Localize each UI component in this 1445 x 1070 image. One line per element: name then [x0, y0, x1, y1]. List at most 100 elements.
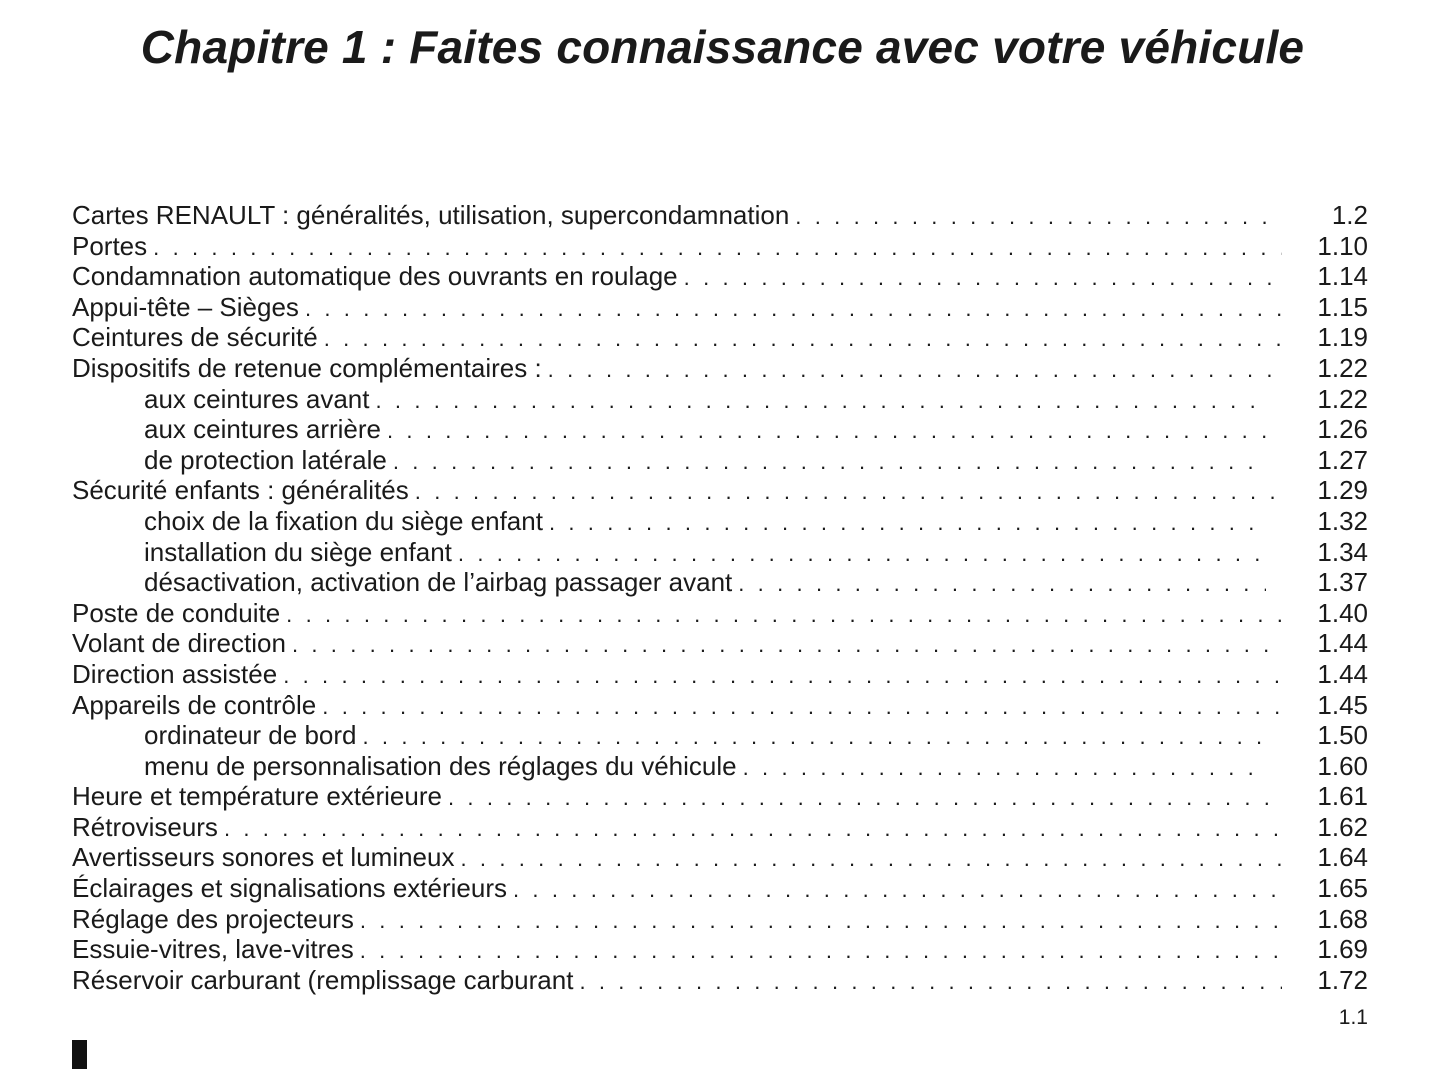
toc-entry-label: Portes [72, 230, 148, 261]
toc-entry-label: Cartes RENAULT : généralités, utilisatio… [72, 200, 790, 230]
toc-entry[interactable]: aux ceintures avant 1.22 [72, 384, 1368, 415]
toc-entry-page: 1.68 [1317, 903, 1368, 934]
dot-leader [387, 416, 1266, 447]
toc-entry-label: choix de la fixation du siège enfant [144, 505, 543, 536]
toc-entry-label: Réglage des projecteurs [72, 903, 354, 934]
dot-leader [415, 477, 1282, 508]
dot-leader [324, 324, 1282, 355]
toc-entry[interactable]: choix de la fixation du siège enfant 1.32 [72, 506, 1368, 537]
toc-entry-label: installation du siège enfant [144, 536, 452, 567]
toc-entry[interactable]: Appareils de contrôle 1.45 [72, 690, 1368, 721]
toc-entry-page: 1.19 [1317, 322, 1368, 353]
toc-entry-label: Condamnation automatique des ouvrants en… [72, 261, 678, 292]
dot-leader [362, 722, 1266, 753]
toc-entry[interactable]: menu de personnalisation des réglages du… [72, 751, 1368, 782]
toc-entry-page: 1.50 [1317, 720, 1368, 751]
chapter-title: Chapitre 1 : Faites connaissance avec vo… [140, 21, 1305, 73]
dot-leader [292, 630, 1282, 661]
toc-entry-label: de protection latérale [144, 444, 387, 475]
toc-entry[interactable]: Appui-tête – Sièges 1.15 [72, 292, 1368, 323]
toc-entry[interactable]: désactivation, activation de l’airbag pa… [72, 567, 1368, 598]
dot-leader [579, 967, 1282, 998]
toc-entry-page: 1.62 [1317, 811, 1368, 842]
toc-entry-page: 1.22 [1317, 352, 1368, 383]
dot-leader [548, 355, 1282, 386]
toc-entry[interactable]: Sécurité enfants : généralités 1.29 [72, 475, 1368, 506]
toc-entry-page: 1.45 [1317, 689, 1368, 720]
toc-entry[interactable]: Dispositifs de retenue complémentaires :… [72, 353, 1368, 384]
toc-entry[interactable]: Poste de conduite 1.40 [72, 598, 1368, 629]
toc-entry[interactable]: aux ceintures arrière 1.26 [72, 414, 1368, 445]
toc-entry[interactable]: Éclairages et signalisations extérieurs 1… [72, 873, 1368, 904]
toc-entry-label: Poste de conduite [72, 597, 281, 628]
dot-leader [393, 447, 1266, 478]
toc-entry-label: Heure et température extérieure [72, 781, 442, 812]
toc-entry-label: aux ceintures arrière [144, 414, 381, 445]
toc-entry-label: Éclairages et signalisations extérieurs [72, 873, 507, 904]
dot-leader [513, 875, 1282, 906]
toc-entry[interactable]: Rétroviseurs 1.62 [72, 812, 1368, 843]
dot-leader [684, 263, 1282, 294]
toc-entry-page: 1.2 [1331, 200, 1368, 230]
toc-entry[interactable]: ordinateur de bord 1.50 [72, 720, 1368, 751]
toc-entry[interactable]: Condamnation automatique des ouvrants en… [72, 261, 1368, 292]
dot-leader [360, 906, 1282, 937]
toc-entry-page: 1.40 [1317, 597, 1368, 628]
toc-entry-label: Réservoir carburant (remplissage carbura… [72, 964, 574, 995]
toc-entry-label: Sécurité enfants : généralités [72, 475, 409, 506]
toc-entry[interactable]: Réservoir carburant (remplissage carbura… [72, 965, 1368, 996]
toc-entry-page: 1.32 [1317, 505, 1368, 536]
toc-entry[interactable]: Cartes RENAULT : généralités, utilisatio… [72, 200, 1368, 231]
toc-entry-label: ordinateur de bord [144, 720, 357, 751]
dot-leader [795, 202, 1282, 233]
dot-leader [283, 661, 1282, 692]
table-of-contents: Cartes RENAULT : généralités, utilisatio… [72, 200, 1368, 995]
toc-entry-page: 1.26 [1317, 414, 1368, 445]
toc-entry-label: Essuie-vitres, lave-vitres [72, 934, 354, 965]
toc-entry[interactable]: Portes 1.10 [72, 231, 1368, 262]
toc-entry-label: Ceintures de sécurité [72, 322, 318, 353]
toc-entry[interactable]: Ceintures de sécurité 1.19 [72, 322, 1368, 353]
toc-entry[interactable]: de protection latérale 1.27 [72, 445, 1368, 476]
toc-entry-page: 1.64 [1317, 842, 1368, 873]
toc-entry-label: aux ceintures avant [144, 383, 370, 414]
dot-leader [549, 508, 1266, 539]
toc-entry-page: 1.37 [1317, 567, 1368, 598]
dot-leader [286, 600, 1282, 631]
toc-entry-label: désactivation, activation de l’airbag pa… [144, 567, 733, 598]
toc-entry-label: Dispositifs de retenue complémentaires : [72, 352, 542, 383]
dot-leader [460, 844, 1282, 875]
toc-entry-label: menu de personnalisation des réglages du… [144, 750, 737, 781]
dot-leader [305, 294, 1282, 325]
toc-entry-label: Appui-tête – Sièges [72, 291, 299, 322]
toc-entry[interactable]: Avertisseurs sonores et lumineux 1.64 [72, 842, 1368, 873]
dot-leader [458, 539, 1266, 570]
toc-entry-label: Appareils de contrôle [72, 689, 317, 720]
toc-entry[interactable]: Volant de direction 1.44 [72, 628, 1368, 659]
toc-entry-label: Volant de direction [72, 628, 286, 659]
toc-entry[interactable]: installation du siège enfant 1.34 [72, 537, 1368, 568]
toc-entry-page: 1.27 [1317, 444, 1368, 475]
toc-entry-page: 1.72 [1317, 964, 1368, 995]
dot-leader [375, 386, 1266, 417]
toc-entry-page: 1.14 [1317, 261, 1368, 292]
toc-entry-page: 1.29 [1317, 475, 1368, 506]
dot-leader [322, 692, 1282, 723]
toc-entry-label: Avertisseurs sonores et lumineux [72, 842, 455, 873]
toc-entry[interactable]: Heure et température extérieure 1.61 [72, 781, 1368, 812]
toc-entry-page: 1.34 [1317, 536, 1368, 567]
toc-entry-page: 1.44 [1317, 628, 1368, 659]
toc-entry-page: 1.44 [1317, 658, 1368, 689]
toc-entry[interactable]: Réglage des projecteurs 1.68 [72, 904, 1368, 935]
dot-leader [153, 233, 1282, 264]
dot-leader [743, 753, 1266, 784]
toc-entry-label: Direction assistée [72, 658, 278, 689]
toc-entry-page: 1.22 [1317, 383, 1368, 414]
toc-entry-page: 1.15 [1317, 291, 1368, 322]
toc-entry[interactable]: Direction assistée 1.44 [72, 659, 1368, 690]
toc-entry-page: 1.69 [1317, 934, 1368, 965]
toc-entry[interactable]: Essuie-vitres, lave-vitres 1.69 [72, 934, 1368, 965]
dot-leader [360, 936, 1282, 967]
dot-leader [738, 569, 1266, 600]
dot-leader [448, 783, 1282, 814]
